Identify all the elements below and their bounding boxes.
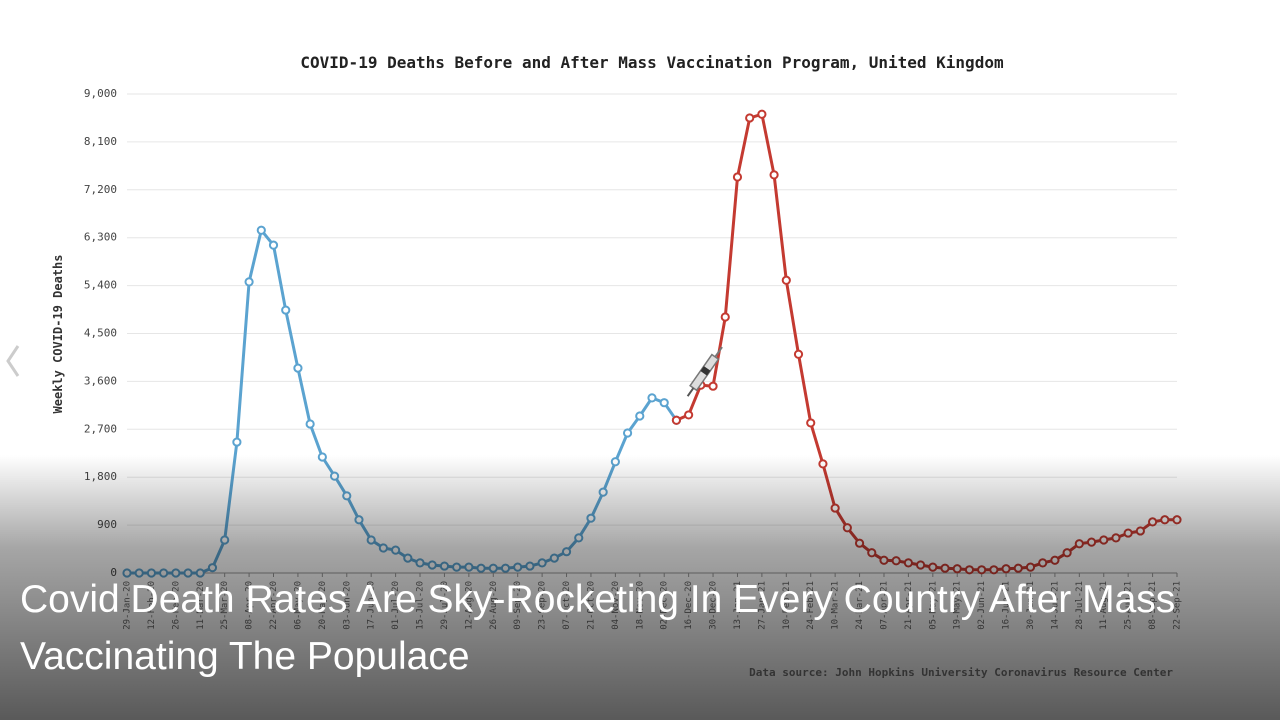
syringe-icon bbox=[686, 346, 723, 397]
data-point bbox=[305, 419, 315, 429]
data-point bbox=[684, 410, 694, 420]
data-point bbox=[745, 113, 755, 123]
y-tick-label: 2,700 bbox=[84, 422, 117, 435]
data-point bbox=[708, 381, 718, 391]
y-tick-label: 4,500 bbox=[84, 327, 117, 340]
data-point bbox=[720, 312, 730, 322]
data-point bbox=[793, 349, 804, 359]
data-point bbox=[732, 172, 743, 182]
data-point bbox=[635, 411, 645, 421]
caption-shade bbox=[0, 455, 1280, 720]
data-point bbox=[671, 415, 682, 425]
data-point bbox=[622, 428, 633, 438]
caption-line: Vaccinating The Populace bbox=[20, 635, 470, 678]
data-point bbox=[769, 170, 779, 180]
chart-title: COVID-19 Deaths Before and After Mass Va… bbox=[300, 53, 1004, 72]
data-point bbox=[659, 398, 669, 408]
data-point bbox=[757, 109, 767, 119]
y-tick-label: 5,400 bbox=[84, 279, 117, 292]
y-tick-label: 9,000 bbox=[84, 87, 117, 100]
data-point bbox=[647, 393, 657, 403]
y-tick-label: 3,600 bbox=[84, 374, 117, 387]
data-point bbox=[293, 363, 303, 373]
data-point bbox=[281, 305, 291, 315]
data-point bbox=[256, 225, 266, 235]
data-point bbox=[244, 277, 254, 287]
data-point bbox=[781, 275, 791, 285]
data-point bbox=[806, 418, 816, 428]
data-source: Data source: John Hopkins University Cor… bbox=[749, 666, 1173, 679]
prev-arrow[interactable] bbox=[6, 345, 20, 377]
y-axis-title: Weekly COVID-19 Deaths bbox=[51, 255, 65, 414]
y-tick-label: 6,300 bbox=[84, 231, 117, 244]
caption-overlay bbox=[0, 455, 1280, 720]
caption-line: Covid Death Rates Are Sky-Rocketing In E… bbox=[20, 578, 1175, 621]
foreground: Data source: John Hopkins University Cor… bbox=[20, 578, 1175, 679]
data-point bbox=[232, 437, 242, 447]
y-tick-label: 8,100 bbox=[84, 135, 117, 148]
data-point bbox=[268, 240, 279, 250]
y-tick-label: 7,200 bbox=[84, 183, 117, 196]
